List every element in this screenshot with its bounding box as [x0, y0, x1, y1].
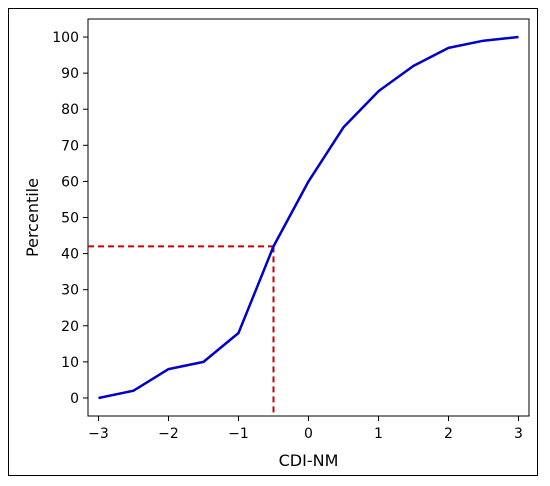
y-tick-label: 0 — [70, 391, 79, 407]
x-axis-ticks: −3 −2 −1 0 1 2 3 — [88, 416, 523, 442]
series-layer — [98, 35, 519, 400]
x-tick-label: 2 — [444, 426, 453, 442]
x-axis-label: CDI-NM — [279, 451, 339, 470]
y-tick-label: 60 — [61, 174, 79, 190]
y-tick-label: 100 — [52, 30, 79, 46]
y-tick-label: 70 — [61, 138, 79, 154]
x-tick-label: −2 — [158, 426, 179, 442]
y-tick-label: 20 — [61, 319, 79, 335]
y-axis-label: Percentile — [23, 178, 42, 257]
y-tick-label: 50 — [61, 211, 79, 227]
y-tick-label: 30 — [61, 283, 79, 299]
x-tick-label: 3 — [514, 426, 523, 442]
y-tick-label: 10 — [61, 355, 79, 371]
x-tick-label: −3 — [88, 426, 109, 442]
x-tick-label: 0 — [304, 426, 313, 442]
y-tick-label: 80 — [61, 102, 79, 118]
y-axis-ticks: 0 10 20 30 40 50 60 70 80 90 100 — [52, 30, 88, 407]
plot-area — [87, 18, 530, 417]
y-tick-label: 40 — [61, 247, 79, 263]
reference-lines — [88, 245, 275, 416]
x-tick-label: −1 — [228, 426, 249, 442]
y-tick-label: 90 — [61, 66, 79, 82]
x-tick-label: 1 — [374, 426, 383, 442]
series-line — [98, 35, 519, 400]
